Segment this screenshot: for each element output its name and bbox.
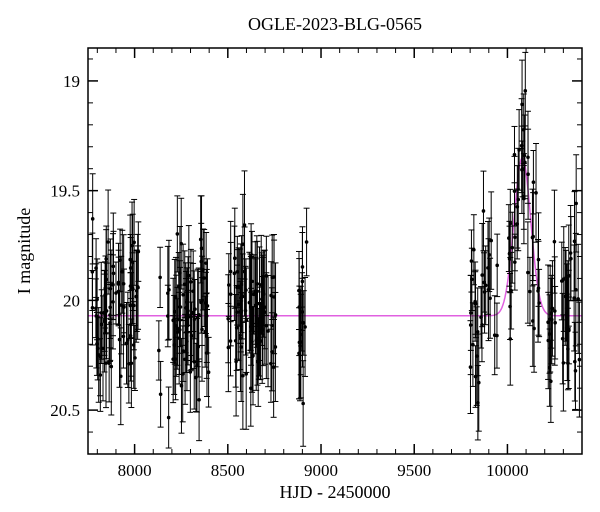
chart-title: OGLE-2023-BLG-0565 — [248, 14, 422, 34]
svg-text:8000: 8000 — [118, 461, 152, 480]
svg-text:20.5: 20.5 — [50, 401, 80, 420]
svg-text:19.5: 19.5 — [50, 182, 80, 201]
svg-text:9500: 9500 — [397, 461, 431, 480]
svg-text:9000: 9000 — [304, 461, 338, 480]
x-axis-label: HJD - 2450000 — [280, 482, 391, 502]
svg-text:8500: 8500 — [211, 461, 245, 480]
svg-text:10000: 10000 — [486, 461, 529, 480]
lightcurve-chart: 8000 8500 9000 9500 10000 19 19.5 20 20.5 OGLE-20… — [0, 0, 600, 512]
svg-text:20: 20 — [63, 291, 80, 310]
svg-text:19: 19 — [63, 72, 80, 91]
y-axis-label: I magnitude — [14, 208, 34, 294]
